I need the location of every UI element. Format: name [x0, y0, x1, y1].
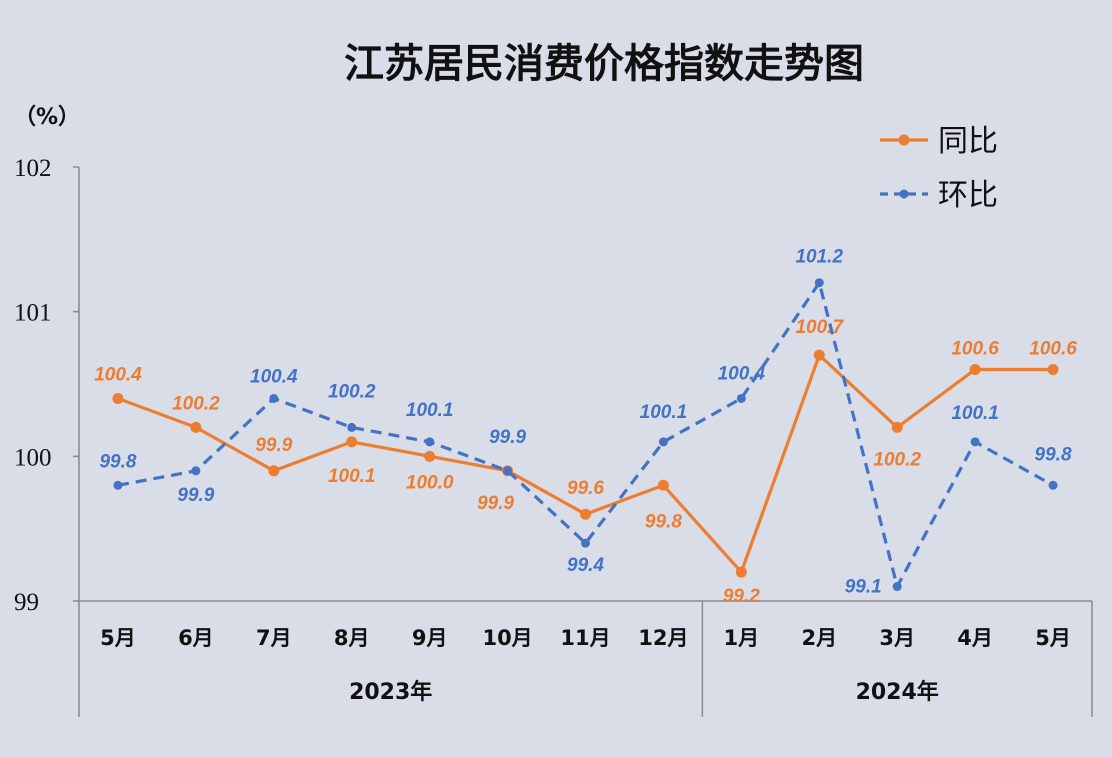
data-point [347, 422, 357, 432]
data-label: 99.6 [567, 478, 604, 499]
data-point [581, 538, 590, 548]
data-label: 99.9 [255, 435, 292, 456]
data-point [346, 436, 358, 448]
data-point [891, 421, 903, 433]
data-label: 100.4 [718, 363, 766, 384]
data-point [735, 566, 747, 578]
data-label: 100.1 [328, 466, 376, 487]
series-环比: 99.8 99.9 100.4 100.2 100.1 99.9 99.4 100.1 100.… [99, 247, 1071, 598]
data-label: 100.4 [250, 366, 298, 387]
y-unit-label: （%） [14, 105, 80, 130]
legend-label: 同比 [938, 124, 998, 159]
data-label: 101.2 [795, 247, 843, 268]
data-point [425, 437, 435, 447]
x-tick-label: 12月 [638, 626, 688, 650]
data-label: 100.2 [873, 449, 921, 470]
data-label: 99.4 [567, 555, 604, 576]
legend-entry: 同比 [880, 124, 998, 159]
x-tick-label: 8月 [334, 626, 370, 650]
x-tick-label: 10月 [482, 626, 532, 650]
y-tick-label: 102 [14, 155, 52, 182]
data-point [970, 437, 980, 447]
data-point [113, 480, 123, 490]
data-label: 99.1 [845, 577, 882, 598]
data-label: 100.6 [1029, 339, 1077, 360]
data-point [658, 437, 668, 447]
data-point [268, 465, 280, 477]
data-point [657, 479, 669, 491]
data-label: 99.2 [723, 586, 760, 607]
x-tick-label: 5月 [100, 626, 136, 650]
data-point [580, 508, 591, 520]
chart-title: 江苏居民消费价格指数走势图 [344, 41, 864, 87]
data-point [736, 393, 746, 403]
data-label: 100.2 [172, 393, 220, 414]
legend-swatch-marker [898, 134, 910, 146]
data-point [191, 466, 201, 476]
legend-swatch-marker [899, 189, 909, 199]
data-label: 100.1 [951, 403, 999, 424]
x-tick-label: 1月 [724, 626, 760, 650]
x-tick-label: 11月 [560, 626, 610, 650]
data-point [269, 393, 279, 403]
data-label: 100.7 [795, 317, 844, 338]
data-label: 100.0 [406, 472, 454, 493]
group-label: 2023年 [349, 679, 432, 705]
legend-entry: 环比 [880, 178, 998, 213]
x-tick-label: 3月 [879, 626, 915, 650]
data-point [1048, 480, 1058, 490]
x-tick-label: 2月 [801, 626, 837, 650]
group-label: 2024年 [856, 679, 939, 705]
data-label: 99.8 [645, 511, 682, 532]
data-point [969, 364, 981, 376]
data-point [814, 278, 824, 288]
axes: 99 100 101 102 5月 6月 7月 8月 9月 10月 11月 12月 1月 2月 3月 4月 5月… [14, 155, 1093, 717]
x-tick-label: 5月 [1035, 626, 1071, 650]
data-label: 100.1 [640, 402, 688, 423]
legend-label: 环比 [938, 178, 998, 213]
data-point [190, 421, 202, 433]
data-point [503, 466, 513, 476]
data-label: 99.9 [177, 485, 214, 506]
data-label: 100.6 [951, 339, 999, 360]
data-label: 100.1 [406, 400, 454, 421]
y-tick-label: 99 [14, 589, 39, 616]
data-point [813, 349, 825, 361]
data-label: 99.9 [477, 493, 514, 514]
data-point [892, 582, 902, 592]
series-layer: 100.4 100.2 99.9 100.1 100.0 99.9 99.6 99.8 99.2… [94, 247, 1077, 607]
data-point [112, 392, 124, 404]
x-tick-label: 6月 [178, 626, 214, 650]
data-label: 99.9 [489, 427, 526, 448]
x-tick-label: 4月 [957, 626, 993, 650]
y-tick-label: 100 [14, 444, 52, 471]
data-point [1047, 364, 1059, 376]
data-label: 99.8 [99, 451, 136, 472]
series-同比: 100.4 100.2 99.9 100.1 100.0 99.9 99.6 99.8 99.2… [94, 317, 1077, 607]
data-label: 100.2 [328, 381, 376, 402]
data-label: 100.4 [94, 364, 142, 385]
x-tick-label: 7月 [256, 626, 292, 650]
data-label: 99.8 [1035, 444, 1072, 465]
data-point [424, 450, 436, 462]
x-tick-label: 9月 [412, 626, 448, 650]
y-tick-label: 101 [14, 300, 52, 327]
